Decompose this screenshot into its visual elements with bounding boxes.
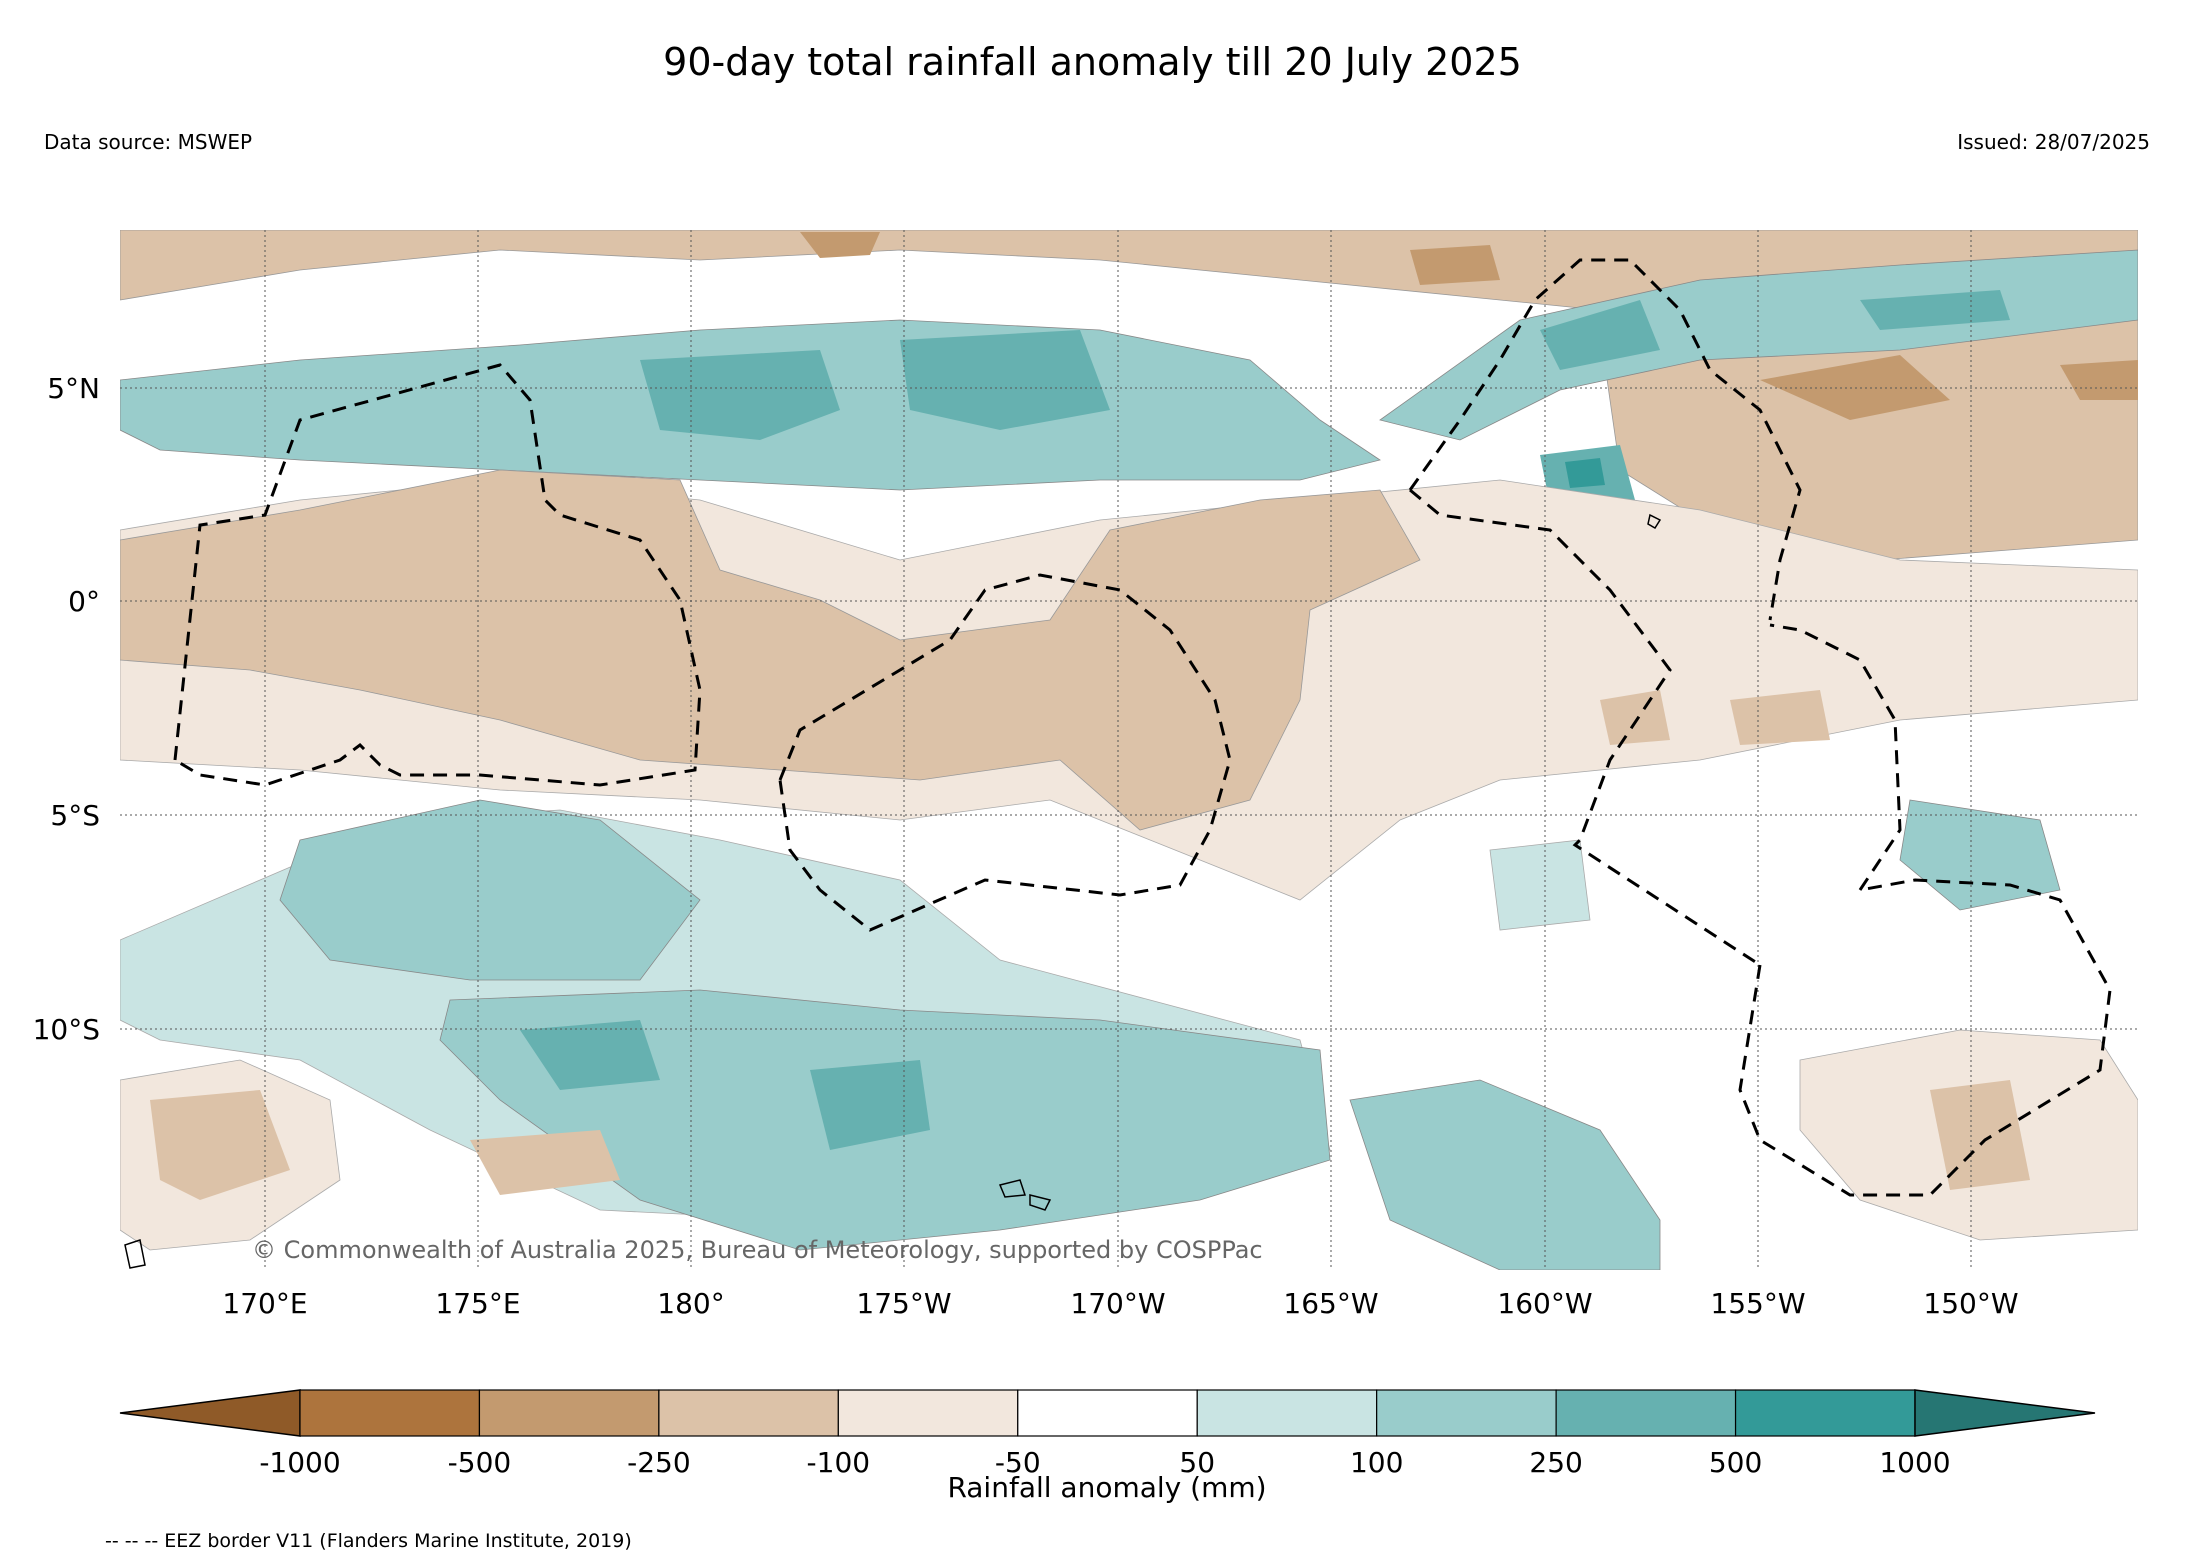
lat-tick-labels: 5°N 0° 5°S 10°S	[33, 372, 100, 1046]
colorbar-tick-label: 100	[1350, 1446, 1403, 1479]
colorbar-tick-label: 250	[1529, 1446, 1582, 1479]
colorbar-title: Rainfall anomaly (mm)	[947, 1471, 1266, 1504]
anomaly-south-wet	[120, 799, 2061, 1270]
lon-tick-label: 165°W	[1283, 1287, 1378, 1320]
colorbar-bin	[299, 1389, 481, 1437]
data-source-label: Data source: MSWEP	[44, 130, 253, 154]
colorbar-bin	[1196, 1389, 1378, 1437]
colorbar-tick-label: 1000	[1879, 1446, 1950, 1479]
colorbar-bin	[1734, 1389, 1916, 1437]
lon-tick-label: 170°E	[222, 1287, 307, 1320]
colorbar-bin	[837, 1389, 1019, 1437]
map-gridlines	[120, 230, 2138, 1270]
lat-tick-label: 10°S	[33, 1013, 100, 1046]
eez-borders	[173, 258, 2112, 1197]
anomaly-north-wet	[120, 249, 2138, 505]
copyright-label: © Commonwealth of Australia 2025, Bureau…	[252, 1236, 1263, 1264]
map-title: 90-day total rainfall anomaly till 20 Ju…	[663, 40, 1522, 84]
colorbar-bin	[1017, 1389, 1198, 1437]
colorbar-bin	[658, 1389, 839, 1437]
lon-tick-label: 155°W	[1710, 1287, 1805, 1320]
lon-tick-label: 180°	[657, 1287, 724, 1320]
islands	[124, 513, 1662, 1269]
colorbar-tick-label: -100	[807, 1446, 871, 1479]
lon-tick-label: 150°W	[1923, 1287, 2018, 1320]
anomaly-south-dry	[120, 1029, 2138, 1251]
colorbar-bin	[1555, 1389, 1737, 1437]
colorbar-tick-label: -500	[448, 1446, 512, 1479]
lon-tick-label: 175°E	[435, 1287, 520, 1320]
eez-footnote: -- -- -- EEZ border V11 (Flanders Marine…	[105, 1530, 632, 1552]
lon-tick-labels: 170°E 175°E 180° 175°W 170°W 165°W 160°W…	[222, 1287, 2018, 1320]
map-area: © Commonwealth of Australia 2025, Bureau…	[120, 230, 2138, 1270]
anomaly-equatorial-dry	[120, 469, 2138, 901]
colorbar-bins	[299, 1389, 1916, 1437]
lat-tick-label: 5°S	[50, 799, 100, 832]
colorbar-tick-labels: -1000 -500 -250 -100 -50 50 100 250 500 1000	[259, 1446, 1950, 1479]
colorbar-tick-label: -250	[627, 1446, 691, 1479]
lon-tick-label: 170°W	[1070, 1287, 1165, 1320]
colorbar-under-triangle	[119, 1389, 301, 1437]
issued-date-label: Issued: 28/07/2025	[1957, 130, 2150, 154]
colorbar-over-triangle	[1914, 1389, 2096, 1437]
colorbar-tick-label: -50	[995, 1446, 1041, 1479]
colorbar-tick-label: 500	[1709, 1446, 1762, 1479]
colorbar-tick-label: -1000	[259, 1446, 340, 1479]
lon-tick-label: 175°W	[856, 1287, 951, 1320]
colorbar-bin	[478, 1389, 660, 1437]
colorbar: -1000 -500 -250 -100 -50 50 100 250 500 1000 Rain…	[119, 1389, 2096, 1504]
colorbar-tick-label: 50	[1179, 1446, 1215, 1479]
lat-tick-label: 5°N	[47, 372, 100, 405]
colorbar-bin	[1376, 1389, 1557, 1437]
lon-tick-label: 160°W	[1497, 1287, 1592, 1320]
lat-tick-label: 0°	[68, 585, 100, 618]
